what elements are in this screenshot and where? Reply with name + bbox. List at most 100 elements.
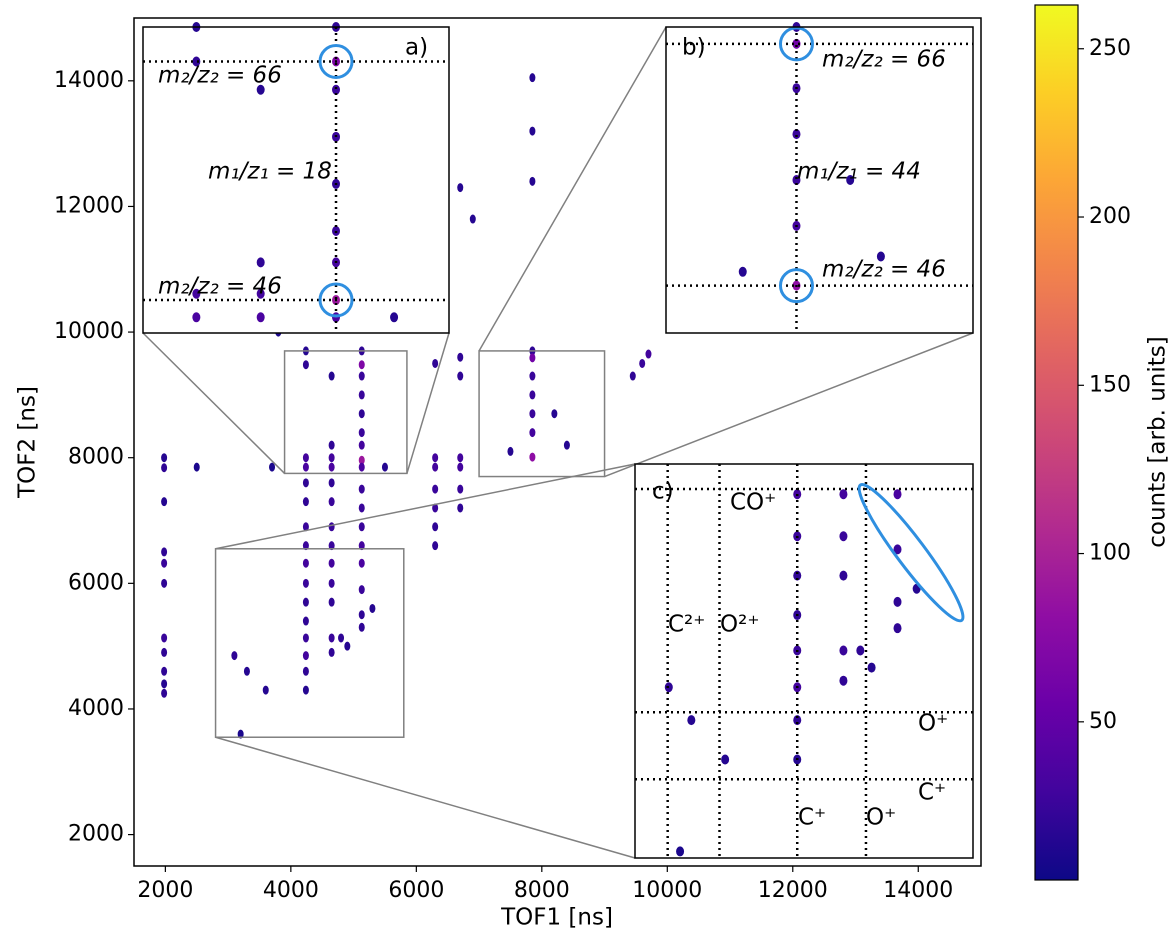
- data-point: [457, 484, 464, 494]
- data-point: [302, 597, 309, 607]
- y-axis-label: TOF2 [ns]: [15, 386, 41, 499]
- data-point: [358, 409, 365, 419]
- data-point: [328, 597, 335, 607]
- data-point: [529, 73, 536, 83]
- data-point: [529, 371, 536, 381]
- colorbar-tick-label: 200: [1089, 204, 1131, 229]
- inset-annotation: m₂/z₂ = 46: [822, 257, 946, 283]
- data-point: [358, 484, 365, 494]
- data-point: [432, 541, 439, 551]
- inset: CO⁺ C²⁺ O²⁺ O⁺ C⁺ C⁺ O⁺ c): [634, 463, 974, 859]
- colorbar-tick-label: 150: [1089, 372, 1131, 397]
- inset-frame: [634, 463, 974, 859]
- y-tick-label: 14000: [54, 68, 124, 93]
- data-point: [328, 522, 335, 532]
- data-point: [193, 462, 200, 472]
- data-point: [529, 452, 536, 462]
- data-point: [161, 558, 168, 568]
- y-tick-label: 10000: [54, 319, 124, 344]
- data-point: [358, 455, 365, 465]
- data-point: [161, 633, 168, 643]
- inset-data-point: [839, 489, 848, 500]
- inset-label: a): [405, 35, 428, 61]
- data-point: [432, 522, 439, 532]
- y-tick-label: 6000: [68, 570, 124, 595]
- data-point: [358, 503, 365, 513]
- inset-annotation: C⁺: [798, 805, 826, 831]
- data-point: [302, 497, 309, 507]
- data-point: [358, 522, 365, 532]
- colorbar-tick-label: 50: [1089, 709, 1117, 734]
- inset-annotation: m₂/z₂ = 66: [158, 63, 282, 89]
- inset-data-point: [792, 129, 801, 140]
- data-point: [358, 558, 365, 568]
- inset-data-point: [256, 288, 265, 299]
- data-point: [563, 440, 570, 450]
- highlight-circle: [778, 268, 814, 304]
- data-point: [629, 371, 636, 381]
- data-point: [161, 453, 168, 463]
- inset-data-point: [839, 531, 848, 542]
- data-point: [161, 679, 168, 689]
- zoom-region: [283, 350, 408, 475]
- x-tick-label: 8000: [514, 878, 570, 903]
- zoom-connector: [215, 463, 636, 550]
- inset-data-point: [839, 570, 848, 581]
- inset-data-point: [192, 56, 201, 67]
- data-point: [432, 453, 439, 463]
- data-point: [328, 541, 335, 551]
- inset-annotation: O²⁺: [720, 612, 759, 638]
- zoom-region: [478, 350, 606, 478]
- inset-annotation: C²⁺: [668, 612, 705, 638]
- data-point: [457, 462, 464, 472]
- inset-label: b): [682, 35, 706, 61]
- x-tick-label: 14000: [883, 878, 953, 903]
- inset-data-point: [793, 570, 802, 581]
- data-point: [328, 497, 335, 507]
- data-point: [457, 453, 464, 463]
- inset-frame-bg: [635, 464, 973, 858]
- data-point: [328, 478, 335, 488]
- data-point: [469, 214, 476, 224]
- data-point: [358, 585, 365, 595]
- inset-data-point: [721, 754, 730, 765]
- highlight-circle: [778, 26, 814, 62]
- data-point: [457, 352, 464, 362]
- inset-frame-bg: [143, 27, 449, 333]
- main-points: [161, 44, 652, 739]
- data-point: [161, 647, 168, 657]
- data-point: [328, 371, 335, 381]
- data-point: [328, 440, 335, 450]
- data-point: [243, 666, 250, 676]
- inset-data-point: [390, 312, 399, 323]
- x-tick-label: 10000: [632, 878, 702, 903]
- data-point: [328, 647, 335, 657]
- inset-data-point: [792, 38, 801, 49]
- data-point: [302, 558, 309, 568]
- data-point: [237, 729, 244, 739]
- inset-data-point: [893, 489, 902, 500]
- data-point: [358, 390, 365, 400]
- data-point: [328, 453, 335, 463]
- data-point: [457, 183, 464, 193]
- colorbar-tick-label: 250: [1089, 36, 1131, 61]
- data-point: [432, 462, 439, 472]
- data-point: [328, 633, 335, 643]
- colorbar-label: counts [arb. units]: [1145, 336, 1171, 547]
- zoom-connector: [604, 332, 974, 478]
- data-point: [262, 685, 269, 695]
- inset: m₂/z₂ = 66 m₁/z₁ = 18 m₂/z₂ = 46 a): [142, 22, 450, 334]
- data-point: [432, 358, 439, 368]
- inset-data-point: [676, 846, 685, 857]
- x-axis-label: TOF1 [ns]: [500, 905, 613, 931]
- inset-data-point: [839, 645, 848, 656]
- highlight-circle: [318, 282, 354, 318]
- data-point: [529, 176, 536, 186]
- data-point: [302, 651, 309, 661]
- data-point: [432, 503, 439, 513]
- data-point: [457, 371, 464, 381]
- data-point: [302, 633, 309, 643]
- inset-annotation: CO⁺: [730, 490, 776, 516]
- zoom-connector: [406, 332, 450, 474]
